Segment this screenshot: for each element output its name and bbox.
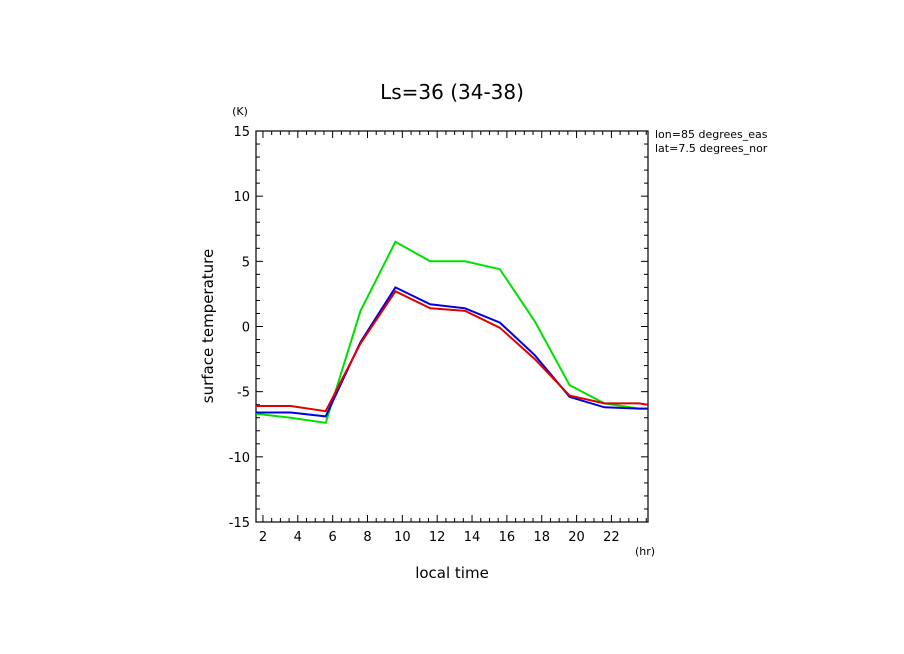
y-tick-label: -15 (229, 516, 250, 531)
x-tick-label: 2 (259, 530, 267, 545)
location-annotation-lon: lon=85 degrees_eas (655, 128, 768, 141)
y-tick-label: 10 (233, 190, 250, 205)
y-tick-label: -5 (237, 386, 250, 401)
y-tick-label: 15 (233, 125, 250, 140)
series-line-blue (256, 286, 648, 418)
location-annotation-lat: lat=7.5 degrees_nor (655, 142, 768, 155)
plot-frame (255, 130, 649, 523)
x-tick-label: 20 (568, 530, 585, 545)
series-line-red (256, 290, 649, 413)
y-tick-label: 0 (242, 321, 250, 336)
x-tick-label: 10 (394, 530, 411, 545)
x-tick-label: 22 (603, 530, 620, 545)
x-tick-label: 12 (429, 530, 446, 545)
x-tick-label: 18 (533, 530, 550, 545)
plot-area: -15 -10 -5 0 5 10 15 2 4 6 8 10 12 14 16 18 20 22 (229, 125, 649, 545)
x-axis-label: local time (415, 564, 489, 582)
x-tick-label: 4 (294, 530, 302, 545)
x-tick-label: 14 (464, 530, 481, 545)
x-tick-label: 16 (499, 530, 516, 545)
chart-title: Ls=36 (34-38) (380, 80, 524, 104)
series-line-green (255, 240, 648, 425)
y-unit-label: (K) (232, 105, 248, 118)
y-tick-label: -10 (229, 451, 250, 466)
x-tick-label: 6 (329, 530, 337, 545)
x-tick-label: 8 (363, 530, 371, 545)
y-tick-label: 5 (242, 255, 250, 270)
x-unit-label: (hr) (635, 545, 655, 558)
y-axis-label: surface temperature (199, 249, 217, 404)
